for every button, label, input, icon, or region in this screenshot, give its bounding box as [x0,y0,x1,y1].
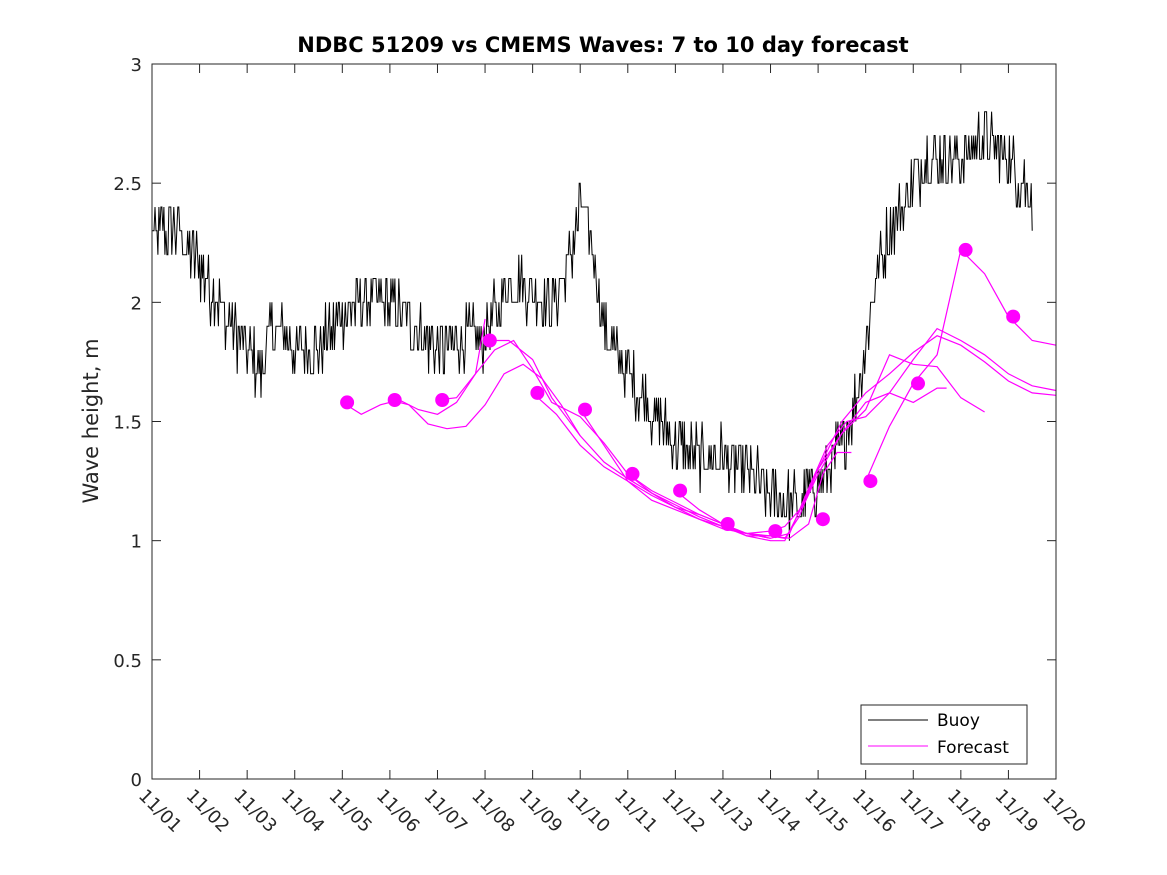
forecast-marker [815,512,830,527]
legend-label-forecast: Forecast [937,738,1009,758]
x-tick-label: 11/11 [610,785,662,837]
forecast-line-7 [627,354,985,535]
y-tick-label: 1.5 [113,413,142,434]
y-tick-label: 2 [131,293,142,314]
forecast-marker [340,395,355,410]
legend-label-buoy: Buoy [937,711,980,731]
x-tick-label: 11/08 [467,785,519,837]
forecast-marker [387,393,402,407]
x-tick-label: 11/14 [753,785,805,837]
x-tick-label: 11/04 [277,785,329,837]
chart-title: NDBC 51209 vs CMEMS Waves: 7 to 10 day f… [297,33,908,57]
x-tick-label: 11/16 [848,785,900,837]
x-tick-label: 11/07 [420,785,472,837]
x-tick-label: 11/18 [943,785,995,837]
x-tick-label: 11/06 [372,785,424,837]
forecast-marker [863,474,878,489]
x-tick-label: 11/05 [324,785,376,837]
forecast-marker [720,517,735,531]
forecast-marker [435,393,450,407]
forecast-marker [673,483,688,498]
x-tick-label: 11/17 [895,785,947,837]
forecast-line-8 [675,335,1057,542]
forecast-markers [340,242,1021,539]
x-tick-label: 11/10 [562,785,614,837]
x-tick-label: 11/12 [657,785,709,837]
y-tick-label: 0 [131,770,142,791]
forecast-marker [1006,309,1021,324]
y-tick-label: 2.5 [113,174,142,195]
y-tick-label: 3 [131,55,142,76]
x-tick-label: 11/03 [229,785,281,837]
y-tick-label: 1 [131,532,142,553]
forecast-marker [768,524,783,539]
forecast-marker [482,333,497,348]
plot-area [152,64,1056,779]
x-tick-label: 11/20 [1038,785,1090,837]
legend-box [860,704,1028,765]
x-tick-label: 11/02 [182,785,234,837]
y-tick-label: 0.5 [113,651,142,672]
forecast-marker [911,376,925,391]
x-tick-label: 11/01 [134,785,186,837]
buoy-line [152,111,1033,541]
y-axis-label: Wave height, m [79,338,103,503]
forecast-marker [530,385,545,400]
x-tick-label: 11/09 [515,785,567,837]
forecast-line-2 [389,363,581,437]
x-tick-label: 11/15 [800,785,852,837]
forecast-line-1 [341,318,486,415]
x-tick-label: 11/19 [991,785,1043,837]
forecast-line-5 [532,392,852,539]
x-tick-label: 11/13 [705,785,757,837]
forecast-marker [958,242,973,257]
forecast-marker [625,466,640,481]
legend: Buoy Forecast [860,704,1028,765]
forecast-marker [578,402,592,417]
forecast-line-3 [437,339,724,525]
